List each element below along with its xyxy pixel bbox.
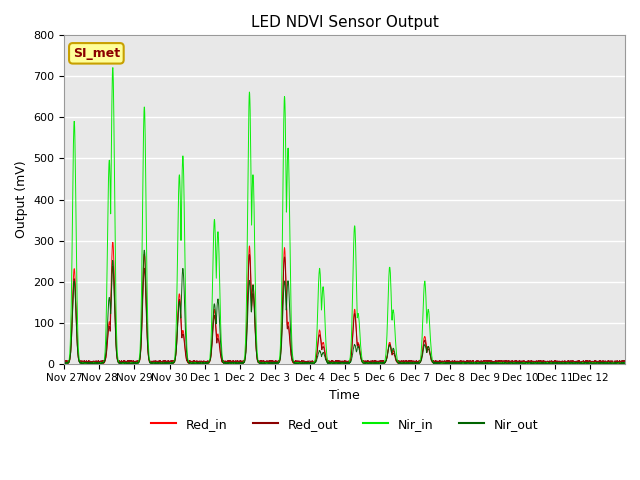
- Nir_out: [238, 360, 246, 365]
- Nir_in: [621, 360, 629, 366]
- Line: Red_out: Red_out: [65, 254, 625, 363]
- Y-axis label: Output (mV): Output (mV): [15, 161, 28, 239]
- Red_out: [61, 358, 68, 363]
- Nir_out: [379, 360, 387, 366]
- Nir_in: [379, 360, 387, 366]
- Nir_out: [61, 360, 68, 366]
- Red_out: [546, 360, 554, 365]
- Red_in: [379, 360, 387, 366]
- Title: LED NDVI Sensor Output: LED NDVI Sensor Output: [251, 15, 438, 30]
- Red_in: [508, 361, 515, 367]
- Nir_out: [90, 361, 97, 367]
- Red_out: [514, 358, 522, 364]
- Nir_in: [109, 65, 116, 71]
- Line: Nir_in: Nir_in: [65, 68, 625, 364]
- Red_out: [116, 359, 124, 364]
- Nir_in: [614, 361, 621, 367]
- Red_in: [61, 360, 68, 366]
- Nir_out: [140, 247, 148, 253]
- X-axis label: Time: Time: [330, 389, 360, 402]
- Line: Red_in: Red_in: [65, 242, 625, 364]
- Red_in: [514, 360, 522, 366]
- Red_out: [304, 360, 312, 366]
- Red_in: [546, 361, 554, 367]
- Nir_in: [238, 360, 246, 366]
- Nir_out: [614, 360, 621, 366]
- Red_in: [238, 360, 246, 366]
- Red_out: [621, 359, 629, 364]
- Red_in: [621, 360, 629, 366]
- Text: SI_met: SI_met: [73, 47, 120, 60]
- Legend: Red_in, Red_out, Nir_in, Nir_out: Red_in, Red_out, Nir_in, Nir_out: [146, 413, 543, 436]
- Nir_out: [546, 360, 554, 366]
- Red_out: [379, 358, 387, 363]
- Red_in: [116, 360, 124, 366]
- Nir_out: [116, 360, 124, 366]
- Red_in: [614, 360, 621, 366]
- Line: Nir_out: Nir_out: [65, 250, 625, 364]
- Red_out: [237, 359, 245, 364]
- Red_out: [614, 360, 621, 365]
- Nir_in: [514, 360, 522, 366]
- Nir_in: [116, 360, 124, 366]
- Red_in: [109, 240, 116, 245]
- Red_out: [246, 252, 253, 257]
- Nir_in: [497, 361, 505, 367]
- Nir_out: [621, 360, 629, 366]
- Nir_in: [546, 360, 554, 366]
- Nir_in: [61, 360, 68, 366]
- Nir_out: [514, 360, 522, 366]
